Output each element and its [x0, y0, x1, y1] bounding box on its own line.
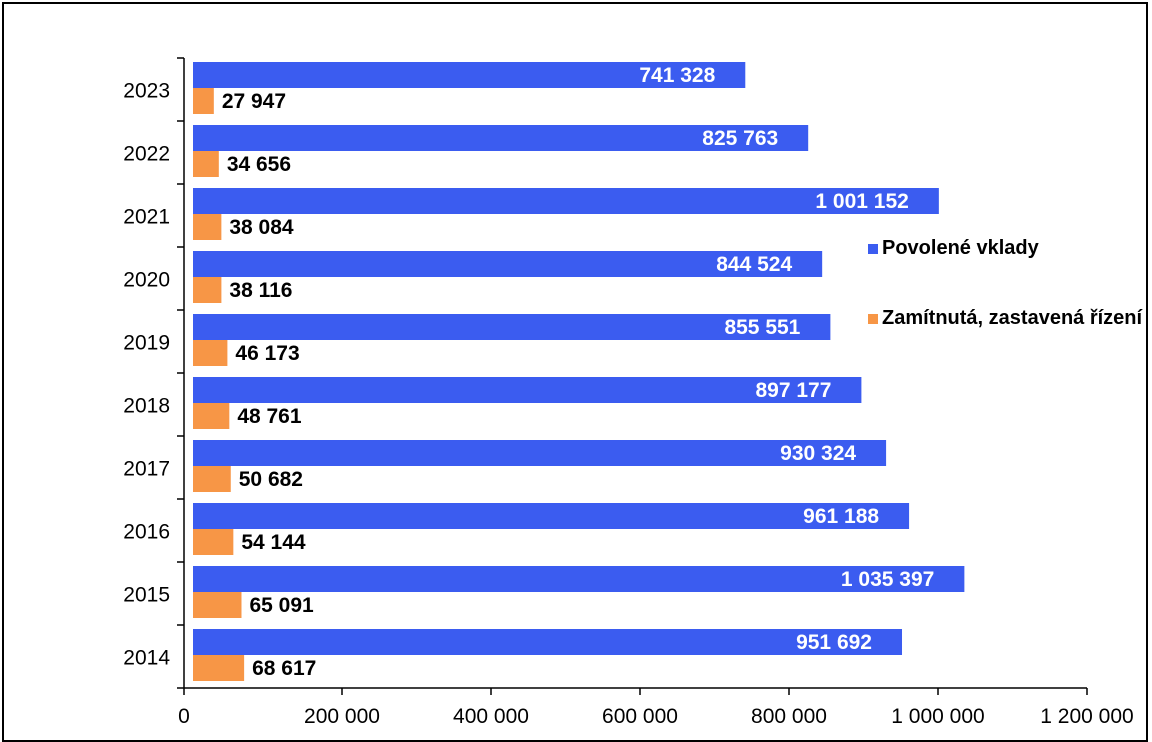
bar-zamitnuta-2020 — [193, 277, 222, 303]
bar-zamitnuta-2022 — [193, 151, 219, 177]
x-tick-label-600000: 600 000 — [602, 705, 678, 728]
y-tick-label-2015: 2015 — [123, 584, 170, 607]
bar-povolene-2019 — [193, 314, 831, 340]
data-label-zamitnuta-2016: 54 144 — [241, 531, 306, 554]
y-tick-label-2016: 2016 — [123, 521, 170, 544]
data-label-zamitnuta-2015: 65 091 — [249, 594, 314, 617]
legend-swatch-orange — [868, 314, 878, 324]
bar-zamitnuta-2015 — [193, 592, 242, 618]
legend-label-povolene-vklady: Povolené vklady — [882, 237, 1039, 259]
bar-zamitnuta-2021 — [193, 214, 222, 240]
data-label-zamitnuta-2018: 48 761 — [237, 405, 302, 428]
y-tick-label-2018: 2018 — [123, 395, 170, 418]
x-tick-label-1000000: 1 000 000 — [891, 705, 984, 728]
bar-zamitnuta-2018 — [193, 403, 230, 429]
data-label-povolene-2017: 930 324 — [780, 442, 856, 465]
bar-povolene-2023 — [193, 62, 746, 88]
bar-zamitnuta-2023 — [193, 88, 214, 114]
bar-povolene-2017 — [193, 440, 887, 466]
data-label-povolene-2023: 741 328 — [639, 64, 715, 87]
x-tick-label-200000: 200 000 — [304, 705, 380, 728]
bar-zamitnuta-2014 — [193, 655, 245, 681]
data-label-zamitnuta-2023: 27 947 — [222, 90, 286, 113]
data-label-zamitnuta-2019: 46 173 — [235, 342, 299, 365]
data-label-povolene-2020: 844 524 — [716, 253, 792, 276]
legend-label-zamitnuta: Zamítnutá, zastavená řízení — [882, 307, 1143, 329]
legend-item-zamitnuta: Zamítnutá, zastavená řízení — [868, 306, 1152, 331]
bar-povolene-2014 — [193, 629, 903, 655]
x-tick-label-800000: 800 000 — [751, 705, 827, 728]
y-tick-label-2023: 2023 — [123, 80, 170, 103]
bar-povolene-2020 — [193, 251, 823, 277]
data-label-zamitnuta-2021: 38 084 — [229, 216, 294, 239]
x-tick-label-400000: 400 000 — [453, 705, 529, 728]
data-label-zamitnuta-2020: 38 116 — [229, 279, 292, 302]
y-tick-label-2019: 2019 — [123, 332, 170, 355]
bar-povolene-2018 — [193, 377, 862, 403]
y-tick-label-2017: 2017 — [123, 458, 170, 481]
data-label-povolene-2018: 897 177 — [755, 379, 831, 402]
bar-povolene-2022 — [193, 125, 809, 151]
y-tick-label-2014: 2014 — [123, 647, 170, 670]
x-tick-label-0: 0 — [178, 705, 190, 728]
data-label-povolene-2016: 961 188 — [803, 505, 879, 528]
data-label-povolene-2022: 825 763 — [702, 127, 778, 150]
data-label-povolene-2019: 855 551 — [724, 316, 800, 339]
y-tick-label-2021: 2021 — [123, 206, 170, 229]
data-label-povolene-2014: 951 692 — [796, 631, 872, 654]
bar-povolene-2015 — [193, 566, 965, 592]
bar-zamitnuta-2019 — [193, 340, 228, 366]
data-label-zamitnuta-2014: 68 617 — [252, 657, 316, 680]
data-label-zamitnuta-2022: 34 656 — [227, 153, 291, 176]
legend-swatch-blue — [868, 244, 878, 254]
data-label-povolene-2015: 1 035 397 — [841, 568, 934, 591]
bar-povolene-2016 — [193, 503, 910, 529]
legend-item-povolene-vklady: Povolené vklady — [868, 236, 1152, 261]
y-tick-label-2020: 2020 — [123, 269, 170, 292]
y-tick-label-2022: 2022 — [123, 143, 170, 166]
data-label-povolene-2021: 1 001 152 — [815, 190, 908, 213]
bar-zamitnuta-2017 — [193, 466, 231, 492]
data-label-zamitnuta-2017: 50 682 — [239, 468, 303, 491]
x-tick-label-1200000: 1 200 000 — [1040, 705, 1133, 728]
bar-zamitnuta-2016 — [193, 529, 234, 555]
bar-povolene-2021 — [193, 188, 939, 214]
